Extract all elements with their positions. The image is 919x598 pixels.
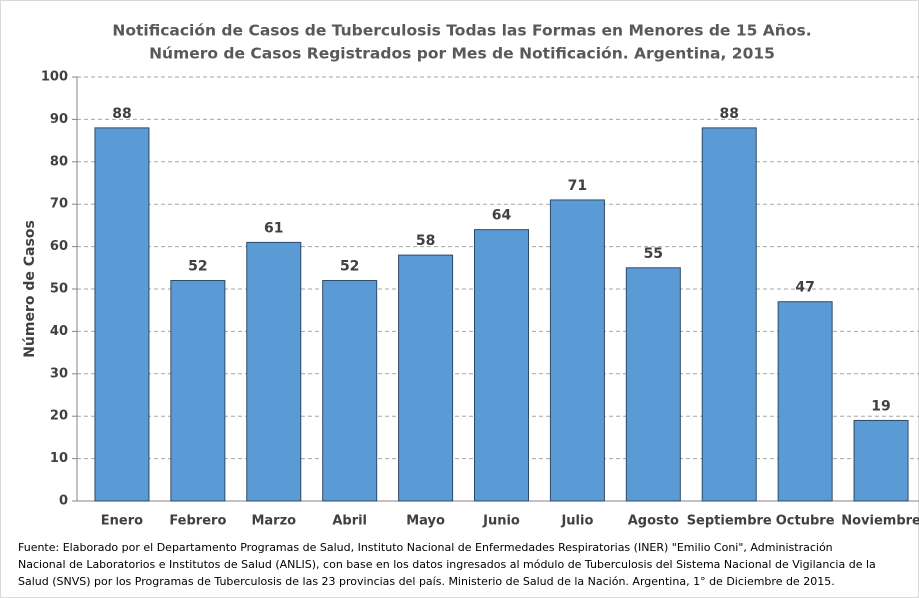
y-axis-label: Número de Casos — [22, 220, 38, 358]
y-tick-label: 20 — [50, 409, 68, 424]
source-line: Fuente: Elaborado por el Departamento Pr… — [18, 541, 833, 554]
x-tick-label: Enero — [101, 514, 143, 529]
y-tick-label: 80 — [50, 154, 68, 169]
bar — [701, 127, 757, 502]
source-note: Fuente: Elaborado por el Departamento Pr… — [18, 541, 876, 588]
y-tick-label: 90 — [50, 112, 68, 127]
x-tick-label: Agosto — [628, 514, 679, 529]
bar — [474, 229, 529, 502]
bar — [322, 280, 378, 502]
y-tick-label: 50 — [50, 282, 68, 297]
y-tick-label: 0 — [59, 494, 68, 509]
x-tick-label: Noviembre — [841, 514, 919, 529]
source-line: Salud (SNVS) por los Programas de Tuberc… — [18, 575, 835, 588]
data-label: 61 — [264, 220, 283, 236]
data-label: 64 — [492, 208, 512, 224]
bar — [94, 127, 150, 502]
bar — [777, 301, 833, 502]
data-label: 88 — [719, 106, 738, 122]
x-tick-label: Mayo — [406, 514, 445, 529]
x-tick-label: Octubre — [776, 514, 835, 529]
bar — [398, 254, 454, 502]
data-label: 52 — [340, 259, 359, 275]
data-label: 71 — [568, 178, 587, 194]
source-line: Nacional de Laboratorios e Institutos de… — [18, 558, 876, 571]
x-tick-label: Septiembre — [687, 514, 772, 529]
bar — [246, 241, 302, 502]
y-tick-label: 40 — [50, 324, 68, 339]
x-tick-label: Febrero — [169, 514, 226, 529]
y-tick-label: 70 — [50, 197, 68, 212]
bar — [549, 199, 605, 502]
bar — [625, 267, 681, 502]
x-tick-label: Julio — [560, 514, 593, 529]
bar — [853, 419, 909, 502]
data-label: 52 — [188, 259, 207, 275]
x-tick-label: Marzo — [251, 514, 296, 529]
y-tick-label: 60 — [50, 239, 68, 254]
data-label: 58 — [416, 233, 435, 249]
y-tick-label: 10 — [50, 451, 68, 466]
data-label: 19 — [871, 398, 890, 414]
bar — [170, 280, 226, 502]
x-tick-label: Junio — [482, 514, 520, 529]
chart-title: Notificación de Casos de Tuberculosis To… — [112, 22, 811, 40]
data-label: 55 — [644, 246, 663, 262]
data-label: 47 — [795, 280, 814, 296]
y-tick-label: 100 — [41, 70, 68, 85]
x-tick-label: Abril — [332, 514, 367, 529]
data-label: 88 — [112, 106, 131, 122]
y-tick-label: 30 — [50, 366, 68, 381]
chart-subtitle: Número de Casos Registrados por Mes de N… — [149, 45, 775, 63]
